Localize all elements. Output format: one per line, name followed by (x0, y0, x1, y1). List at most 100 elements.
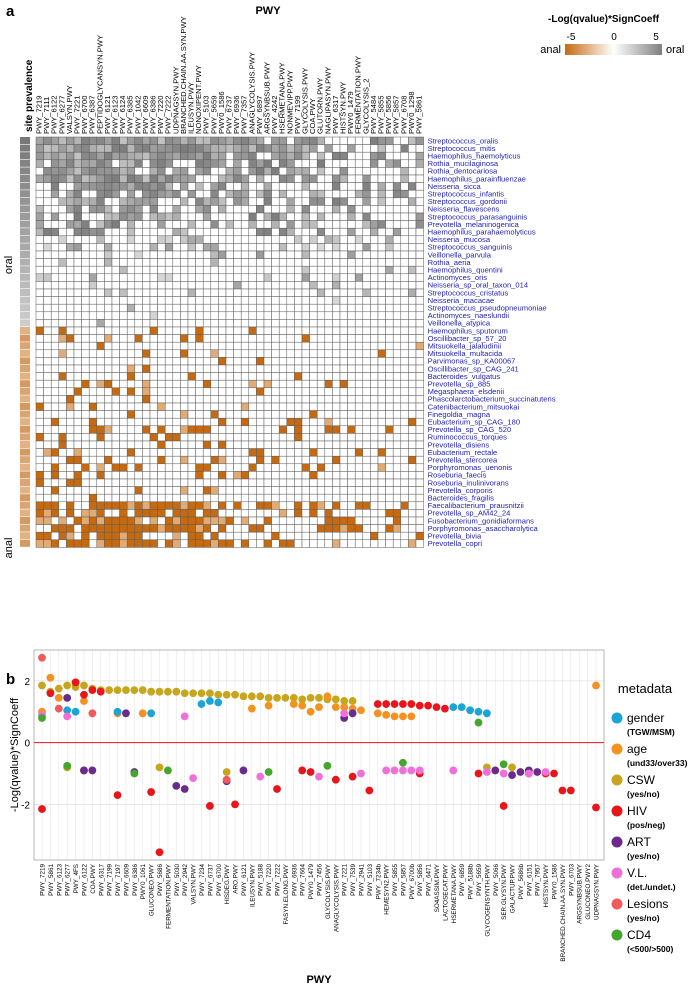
heatmap-cell (88, 311, 98, 320)
heatmap-cell (180, 288, 189, 297)
heatmap-cell (316, 197, 326, 206)
heatmap-cell (392, 531, 402, 541)
heatmap-cell (408, 235, 417, 244)
heatmap-row-label: Fusobacterium_gonidiaformans (428, 516, 535, 525)
heatmap-cell (218, 144, 227, 153)
heatmap-cell (195, 250, 204, 259)
prevalence-cell (20, 266, 30, 274)
scatter-point-vl (340, 709, 349, 718)
heatmap-cell (210, 334, 219, 343)
heatmap-cell (392, 311, 402, 320)
heatmap-cell (248, 273, 257, 282)
heatmap-row-label: Streptococcus_parasanguinis (428, 212, 528, 221)
heatmap-cell (104, 205, 113, 214)
heatmap-cell (88, 395, 98, 404)
heatmap-cell (187, 220, 196, 229)
heatmap-cell (286, 212, 295, 221)
heatmap-cell (354, 509, 364, 518)
heatmap-cell (164, 341, 174, 351)
heatmap-cell (157, 220, 166, 229)
heatmap-cell (96, 243, 105, 252)
x-tick-label: FERMENTATION.PWY (165, 863, 172, 929)
heatmap-cell (134, 364, 143, 373)
heatmap-cell (256, 144, 265, 153)
heatmap-cell (324, 509, 333, 518)
heatmap-cell (157, 235, 166, 244)
heatmap-cell (408, 205, 417, 214)
heatmap-cell (225, 425, 234, 434)
heatmap-cell (58, 433, 67, 442)
heatmap-cell (164, 326, 174, 335)
heatmap-cell (385, 357, 394, 366)
heatmap-cell (408, 425, 417, 434)
heatmap-cell (202, 425, 212, 434)
heatmap-column-label: PWY_7219 (34, 96, 43, 134)
heatmap-cell (66, 501, 75, 510)
heatmap-cell (415, 379, 424, 389)
heatmap-cell (195, 273, 204, 282)
heatmap-cell (218, 334, 227, 343)
heatmap-cell (339, 417, 348, 427)
heatmap-cell (66, 486, 75, 495)
heatmap-cell (385, 486, 394, 495)
heatmap-cell (142, 189, 151, 199)
heatmap-cell (392, 334, 402, 343)
heatmap-cell (233, 235, 242, 244)
heatmap-cell (408, 167, 417, 176)
heatmap-cell (286, 433, 295, 442)
heatmap-row-label: Haemophilus_quentini (428, 266, 503, 275)
heatmap-cell (370, 417, 379, 427)
prevalence-cell (20, 327, 30, 334)
heatmap-cell (134, 235, 143, 244)
heatmap-cell (385, 136, 394, 145)
heatmap-cell (415, 319, 424, 328)
heatmap-cell (43, 509, 52, 518)
heatmap-cell (73, 425, 82, 434)
heatmap-cell (271, 151, 280, 161)
heatmap-row-label: Neisseria_mucosa (428, 235, 491, 244)
heatmap-cell (81, 524, 90, 533)
plot-frame (33, 649, 605, 861)
heatmap-cell (332, 243, 341, 252)
heatmap-cell (408, 265, 417, 275)
heatmap-cell (408, 379, 417, 389)
heatmap-cell (43, 364, 52, 373)
heatmap-cell (301, 296, 310, 305)
heatmap-cell (43, 486, 52, 495)
heatmap-cell (415, 440, 424, 449)
heatmap-cell (370, 258, 379, 267)
heatmap-cell (111, 182, 120, 191)
heatmap-cell (392, 471, 402, 480)
heatmap-cell (43, 493, 52, 503)
heatmap-cell (294, 486, 303, 495)
heatmap-cell (73, 455, 82, 465)
heatmap-cell (240, 326, 250, 335)
heatmap-cell (134, 395, 143, 404)
heatmap-cell (309, 425, 318, 434)
heatmap-cell (164, 478, 174, 487)
heatmap-cell (301, 174, 310, 183)
heatmap-column-label: PWY_6700 (80, 96, 89, 134)
heatmap-cell (218, 509, 227, 518)
heatmap-cell (278, 212, 288, 221)
heatmap-cell (248, 288, 257, 297)
heatmap-cell (339, 174, 348, 183)
heatmap-cell (218, 341, 227, 351)
scatter-point-vl (390, 766, 399, 775)
heatmap-cell (187, 311, 196, 320)
scatter-point-vl (482, 768, 491, 776)
heatmap-cell (263, 197, 272, 206)
heatmap-cell (126, 395, 136, 404)
heatmap-cell (415, 486, 424, 495)
heatmap-cell (339, 258, 348, 267)
heatmap-cell (119, 205, 128, 214)
heatmap-cell (286, 516, 295, 525)
heatmap-cell (58, 334, 67, 343)
heatmap-cell (408, 273, 417, 282)
prevalence-cell (20, 403, 30, 410)
heatmap-cell (415, 417, 424, 427)
heatmap-cell (301, 303, 310, 313)
legend-name: CSW (627, 773, 656, 787)
heatmap-cell (225, 539, 234, 548)
heatmap-cell (278, 205, 288, 214)
